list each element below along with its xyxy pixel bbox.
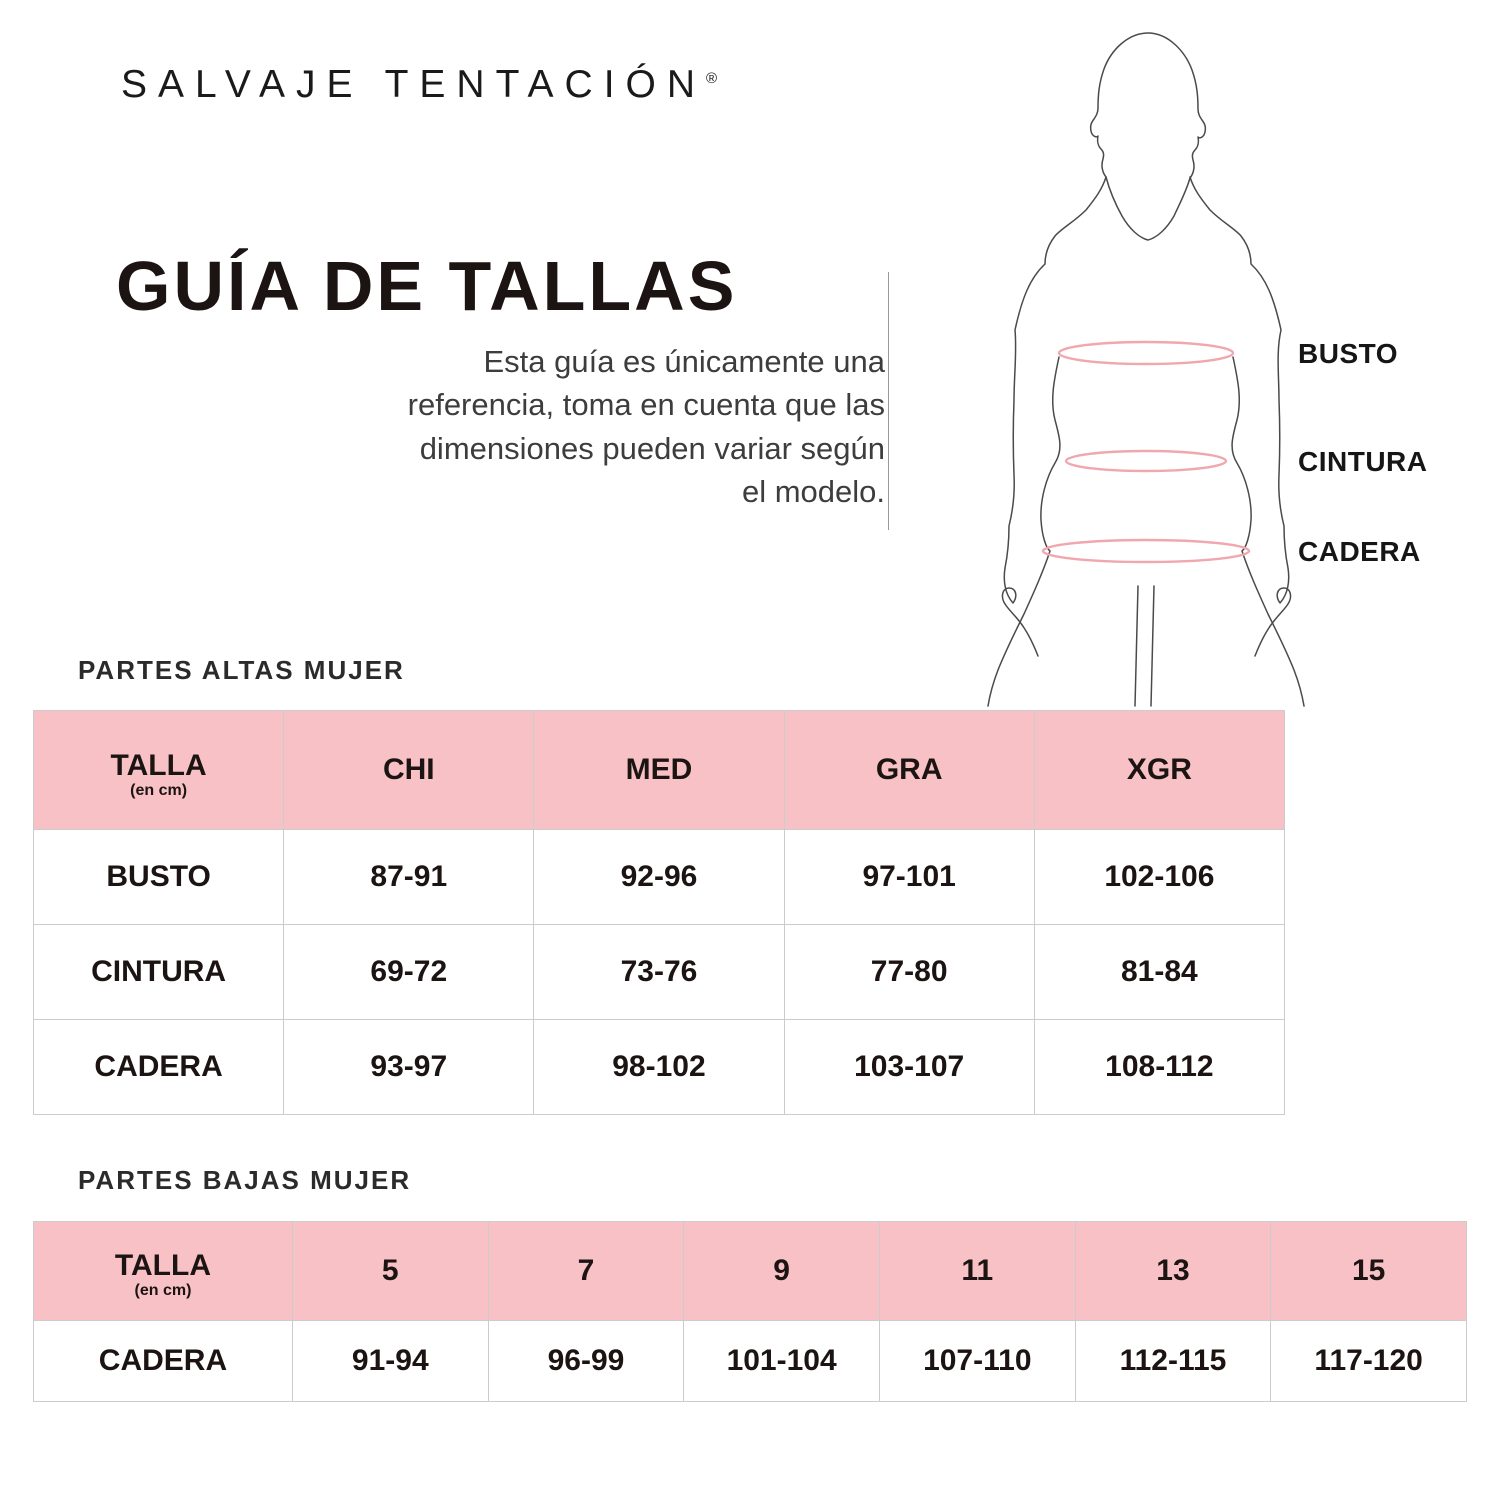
svg-text:BUSTO: BUSTO [1298,338,1398,369]
svg-text:CINTURA: CINTURA [1298,446,1428,477]
svg-text:CADERA: CADERA [1298,536,1421,567]
